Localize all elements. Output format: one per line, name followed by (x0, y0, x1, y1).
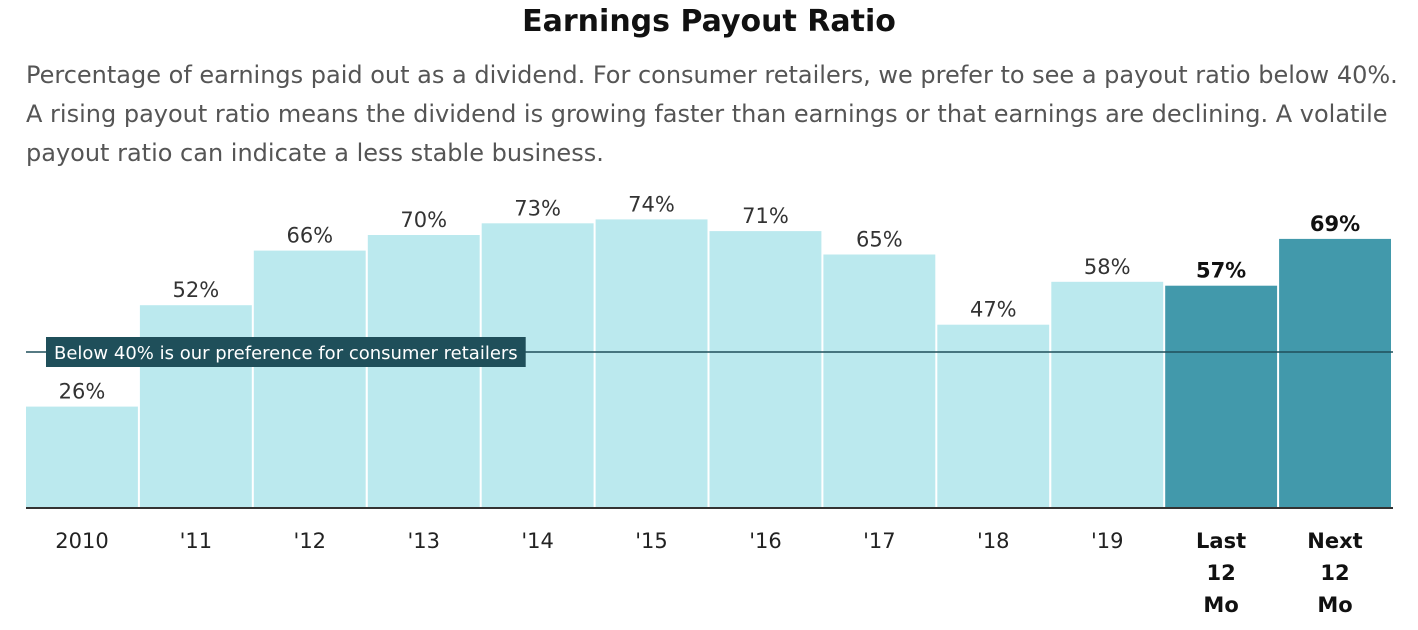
tick-label-line: Mo (1203, 593, 1238, 617)
value-label-1: 52% (173, 278, 220, 302)
value-label-11: 69% (1310, 212, 1360, 236)
reference-line-label-bg (46, 337, 526, 367)
bar-1 (139, 305, 252, 508)
tick-label-line: '16 (749, 529, 782, 553)
bar-11 (1279, 238, 1391, 508)
bar-9 (1051, 281, 1164, 508)
tick-label-line: '19 (1091, 529, 1124, 553)
tick-label-line: 12 (1320, 561, 1349, 585)
tick-label-line: '11 (180, 529, 213, 553)
tick-label-line: 2010 (55, 529, 108, 553)
tick-label-11: Next 12 Mo (1307, 529, 1362, 617)
tick-label-6: '16 (749, 529, 782, 553)
tick-label-line: Last (1196, 529, 1246, 553)
tick-label-line: Mo (1317, 593, 1352, 617)
bar-5 (595, 219, 708, 508)
tick-label-8: '18 (977, 529, 1010, 553)
value-label-0: 26% (59, 380, 106, 404)
reference-line-layer: Below 40% is our preference for consumer… (26, 337, 1393, 367)
tick-label-10: Last 12 Mo (1196, 529, 1246, 617)
tick-label-3: '13 (407, 529, 440, 553)
tick-label-4: '14 (521, 529, 554, 553)
tick-label-line: '18 (977, 529, 1010, 553)
bar-8 (937, 324, 1050, 508)
chart-subtitle: Percentage of earnings paid out as a div… (26, 61, 1398, 167)
tick-label-7: '17 (863, 529, 896, 553)
tick-label-line: 12 (1206, 561, 1235, 585)
bar-0 (26, 406, 138, 508)
bar-7 (823, 254, 936, 508)
bar-2 (253, 250, 366, 508)
value-labels-layer: 26% 52% 66% 70% 73% 74% 71% 65% 47% 58% 57% 69% (59, 192, 1360, 403)
tick-label-line: '12 (294, 529, 327, 553)
value-label-9: 58% (1084, 255, 1131, 279)
chart-title: Earnings Payout Ratio (522, 4, 896, 39)
x-axis: 2010'11'12'13'14'15'16'17'18'19 Last 12 MoN… (26, 507, 1393, 617)
value-label-6: 71% (742, 204, 789, 228)
tick-label-9: '19 (1091, 529, 1124, 553)
tick-label-line: '15 (635, 529, 668, 553)
tick-label-5: '15 (635, 529, 668, 553)
value-label-4: 73% (514, 196, 561, 220)
value-label-10: 57% (1196, 259, 1246, 283)
value-label-8: 47% (970, 298, 1017, 322)
bar-3 (367, 235, 480, 508)
value-label-3: 70% (400, 208, 447, 232)
tick-label-line: '17 (863, 529, 896, 553)
tick-label-line: Next (1307, 529, 1362, 553)
tick-label-2: '12 (294, 529, 327, 553)
value-label-2: 66% (286, 224, 333, 248)
tick-label-0: 2010 (55, 529, 108, 553)
value-label-7: 65% (856, 228, 903, 252)
tick-label-1: '11 (180, 529, 213, 553)
bar-10 (1165, 285, 1278, 508)
reference-line-label: Below 40% is our preference for consumer… (54, 343, 518, 364)
bar-6 (709, 231, 822, 508)
value-label-5: 74% (628, 192, 675, 216)
tick-label-line: '13 (407, 529, 440, 553)
tick-label-line: '14 (521, 529, 554, 553)
